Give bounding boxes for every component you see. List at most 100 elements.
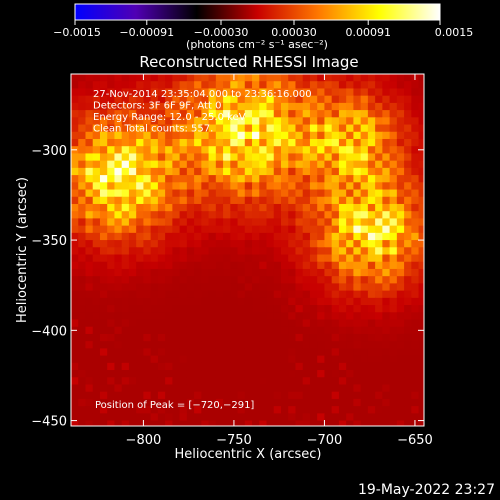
heatmap-pixel	[309, 406, 318, 414]
heatmap-pixel	[266, 110, 275, 118]
heatmap-pixel	[324, 312, 333, 321]
heatmap-pixel	[353, 160, 362, 169]
heatmap-pixel	[172, 102, 181, 111]
heatmap-pixel	[99, 297, 108, 306]
heatmap-pixel	[389, 196, 398, 205]
heatmap-pixel	[201, 297, 210, 306]
heatmap-pixel	[172, 240, 181, 248]
heatmap-pixel	[223, 175, 231, 183]
heatmap-pixel	[179, 391, 188, 400]
heatmap-pixel	[396, 225, 405, 234]
heatmap-pixel	[165, 225, 173, 234]
heatmap-pixel	[252, 232, 260, 241]
heatmap-pixel	[92, 268, 101, 277]
heatmap-pixel	[157, 290, 166, 299]
heatmap-pixel	[71, 384, 79, 393]
heatmap-pixel	[230, 355, 239, 364]
heatmap-pixel	[382, 131, 391, 140]
heatmap-pixel	[157, 153, 166, 162]
heatmap-pixel	[389, 203, 398, 212]
heatmap-pixel	[266, 290, 275, 299]
heatmap-pixel	[382, 175, 391, 183]
heatmap-pixel	[252, 333, 260, 342]
heatmap-pixel	[128, 211, 137, 220]
heatmap-pixel	[273, 88, 282, 97]
heatmap-pixel	[114, 348, 123, 357]
heatmap-pixel	[114, 160, 123, 169]
heatmap-pixel	[107, 290, 116, 299]
heatmap-pixel	[121, 74, 130, 82]
heatmap-pixel	[121, 167, 130, 176]
heatmap-pixel	[317, 232, 326, 241]
heatmap-pixel	[396, 131, 405, 140]
heatmap-pixel	[107, 370, 116, 378]
y-tick-label: −300	[31, 144, 67, 159]
heatmap-pixel	[223, 232, 231, 241]
heatmap-pixel	[259, 88, 268, 97]
heatmap-pixel	[157, 160, 166, 169]
heatmap-pixel	[396, 218, 405, 227]
heatmap-pixel	[179, 153, 188, 162]
heatmap-pixel	[266, 124, 275, 133]
heatmap-pixel	[259, 290, 268, 299]
heatmap-pixel	[208, 384, 217, 393]
heatmap-pixel	[324, 189, 333, 198]
heatmap-pixel	[324, 362, 333, 371]
heatmap-pixel	[375, 203, 383, 212]
heatmap-pixel	[353, 370, 362, 378]
heatmap-pixel	[237, 196, 246, 205]
heatmap-pixel	[252, 124, 260, 133]
heatmap-pixel	[259, 196, 268, 205]
heatmap-pixel	[338, 167, 347, 176]
heatmap-pixel	[143, 355, 152, 364]
heatmap-pixel	[367, 74, 376, 82]
heatmap-pixel	[194, 189, 202, 198]
heatmap-pixel	[389, 81, 398, 90]
heatmap-pixel	[375, 406, 383, 414]
heatmap-pixel	[259, 341, 268, 349]
heatmap-pixel	[186, 261, 195, 270]
heatmap-pixel	[259, 355, 268, 364]
heatmap-pixel	[338, 189, 347, 198]
heatmap-pixel	[331, 146, 340, 155]
heatmap-pixel	[259, 218, 268, 227]
heatmap-pixel	[309, 355, 318, 364]
heatmap-pixel	[201, 167, 210, 176]
heatmap-pixel	[99, 146, 108, 155]
heatmap-pixel	[346, 225, 354, 234]
heatmap-pixel	[288, 283, 297, 292]
heatmap-pixel	[223, 167, 231, 176]
heatmap-pixel	[157, 218, 166, 227]
heatmap-pixel	[78, 398, 87, 407]
heatmap-pixel	[302, 247, 311, 256]
heatmap-pixel	[309, 254, 318, 263]
heatmap-pixel	[143, 384, 152, 393]
heatmap-pixel	[179, 175, 188, 183]
heatmap-pixel	[201, 254, 210, 263]
heatmap-pixel	[172, 305, 181, 313]
heatmap-pixel	[136, 276, 145, 284]
heatmap-pixel	[259, 413, 268, 422]
heatmap-pixel	[404, 312, 412, 321]
heatmap-pixel	[360, 398, 369, 407]
heatmap-pixel	[244, 261, 253, 270]
heatmap-pixel	[157, 333, 166, 342]
heatmap-pixel	[85, 160, 94, 169]
heatmap-pixel	[353, 131, 362, 140]
heatmap-pixel	[85, 355, 94, 364]
heatmap-pixel	[338, 283, 347, 292]
heatmap-pixel	[324, 254, 333, 263]
annotation-block: 27-Nov-2014 23:35:04.000 to 23:36:16.000…	[93, 89, 312, 135]
heatmap-pixel	[208, 377, 217, 386]
heatmap-pixel	[150, 319, 159, 328]
heatmap-pixel	[273, 160, 282, 169]
heatmap-pixel	[266, 211, 275, 220]
heatmap-pixel	[223, 196, 231, 205]
heatmap-pixel	[78, 211, 87, 220]
heatmap-pixel	[411, 391, 420, 400]
heatmap-pixel	[418, 182, 424, 191]
heatmap-pixel	[411, 362, 420, 371]
heatmap-pixel	[92, 333, 101, 342]
heatmap-pixel	[375, 81, 383, 90]
heatmap-pixel	[208, 355, 217, 364]
